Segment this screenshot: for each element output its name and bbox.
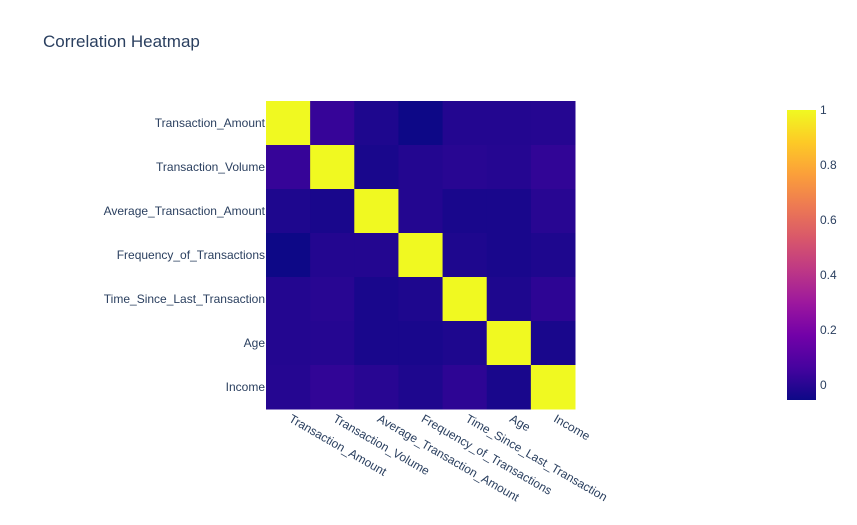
heatmap-cell <box>398 101 444 146</box>
heatmap-cell <box>442 277 488 322</box>
x-tick-labels: Transaction_AmountTransaction_VolumeAver… <box>287 411 610 504</box>
heatmap-cell <box>442 365 488 410</box>
heatmap-cell <box>530 189 576 234</box>
x-tick-label: Age <box>507 411 533 434</box>
heatmap-cell <box>310 189 355 234</box>
heatmap-cell <box>266 233 311 278</box>
y-tick-label: Income <box>226 380 266 394</box>
heatmap-cell <box>442 101 488 146</box>
colorbar-tick-label: 0 <box>820 378 827 392</box>
heatmap-cell <box>442 145 488 190</box>
heatmap-cell <box>354 233 399 278</box>
heatmap-cell <box>530 101 576 146</box>
heatmap-cell <box>354 365 399 410</box>
y-tick-label: Frequency_of_Transactions <box>117 248 265 262</box>
heatmap-cells <box>266 101 576 410</box>
y-tick-labels: Transaction_Amount Transaction_Volume Aver… <box>104 116 266 394</box>
chart-title: Correlation Heatmap <box>43 32 200 51</box>
y-tick-label: Transaction_Amount <box>155 116 266 130</box>
heatmap-cell <box>266 321 311 366</box>
heatmap-cell <box>310 321 355 366</box>
heatmap-cell <box>530 321 576 366</box>
heatmap-cell <box>486 277 532 322</box>
heatmap-cell <box>442 189 488 234</box>
x-tick-label: Income <box>551 411 592 443</box>
heatmap-cell <box>398 189 444 234</box>
heatmap-cell <box>530 145 576 190</box>
heatmap-cell <box>310 145 355 190</box>
y-tick-label: Average_Transaction_Amount <box>104 204 266 218</box>
heatmap-cell <box>266 189 311 234</box>
heatmap-cell <box>398 145 444 190</box>
colorbar-tick-label: 0.8 <box>820 158 837 172</box>
colorbar-tick-label: 0.2 <box>820 323 837 337</box>
y-tick-label: Age <box>244 336 266 350</box>
heatmap-cell <box>442 321 488 366</box>
colorbar-tick-label: 0.4 <box>820 268 837 282</box>
heatmap-cell <box>442 233 488 278</box>
heatmap-cell <box>354 321 399 366</box>
heatmap-cell <box>530 277 576 322</box>
heatmap-cell <box>310 233 355 278</box>
heatmap-cell <box>354 277 399 322</box>
heatmap-cell <box>486 101 532 146</box>
heatmap-cell <box>266 145 311 190</box>
heatmap-cell <box>310 365 355 410</box>
heatmap-cell <box>310 101 355 146</box>
heatmap-cell <box>398 321 444 366</box>
colorbar-tick-label: 1 <box>820 103 827 117</box>
heatmap-cell <box>310 277 355 322</box>
heatmap-cell <box>530 233 576 278</box>
colorbar: 0 0.2 0.4 0.6 0.8 1 <box>787 103 837 400</box>
y-tick-label: Time_Since_Last_Transaction <box>104 292 265 306</box>
heatmap-cell <box>530 365 576 410</box>
heatmap-cell <box>486 189 532 234</box>
heatmap-cell <box>354 189 399 234</box>
heatmap-cell <box>354 101 399 146</box>
heatmap-cell <box>266 277 311 322</box>
y-tick-label: Transaction_Volume <box>156 160 265 174</box>
heatmap-cell <box>266 365 311 410</box>
heatmap-cell <box>486 365 532 410</box>
colorbar-tick-label: 0.6 <box>820 213 837 227</box>
heatmap-cell <box>398 365 444 410</box>
heatmap-cell <box>354 145 399 190</box>
heatmap-cell <box>486 233 532 278</box>
colorbar-gradient <box>787 110 816 400</box>
heatmap-cell <box>398 233 444 278</box>
heatmap-cell <box>266 101 311 146</box>
heatmap-cell <box>486 321 532 366</box>
heatmap-cell <box>398 277 444 322</box>
heatmap-cell <box>486 145 532 190</box>
